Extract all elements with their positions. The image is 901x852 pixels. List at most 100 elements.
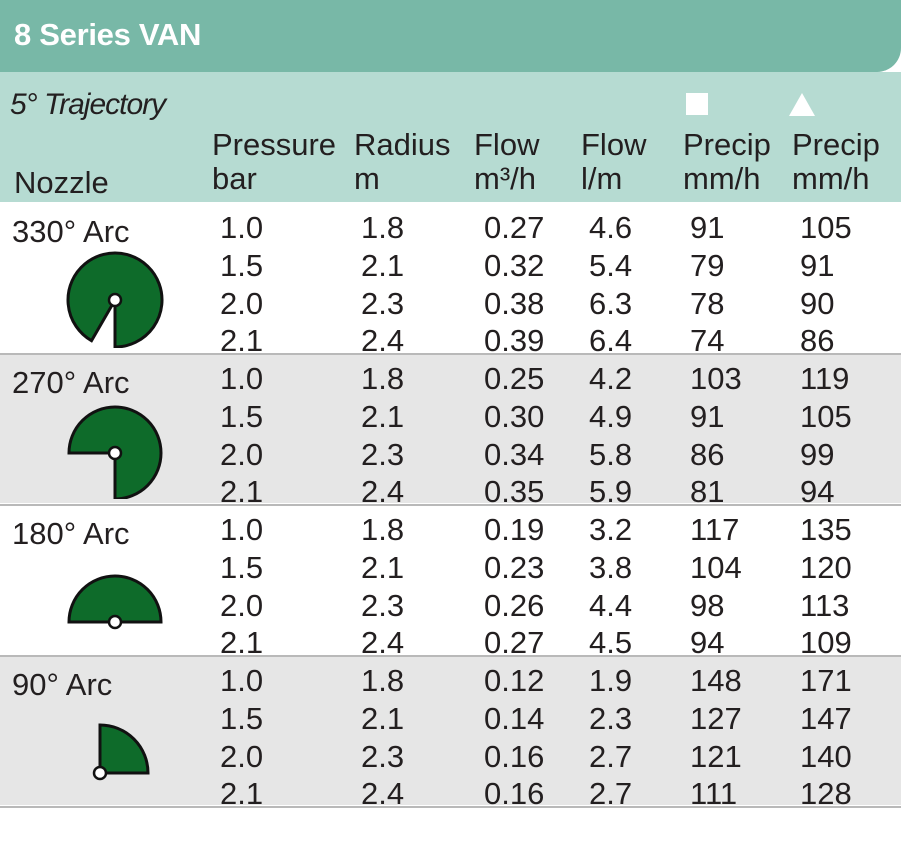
cell-pressure: 2.1 (220, 474, 264, 509)
table-row: 1.0 1.8 0.12 1.9 148 171 (0, 659, 901, 698)
header-precip-square-unit: mm/h (683, 161, 761, 196)
cell-flow-lm: 6.4 (589, 323, 633, 358)
cell-flow-m3h: 0.12 (484, 663, 545, 698)
cell-radius: 2.3 (361, 739, 405, 774)
square-icon (686, 93, 708, 115)
arc-group: 330° Arc 1.0 1.8 0.27 4.6 91 105 1.5 2.1 0.32 5.4 7… (0, 202, 901, 358)
trajectory-label: 5° Trajectory (10, 88, 166, 121)
cell-flow-lm: 4.2 (589, 361, 633, 396)
cell-flow-lm: 6.3 (589, 286, 633, 321)
cell-flow-lm: 5.8 (589, 437, 633, 472)
cell-pressure: 2.0 (220, 739, 264, 774)
arc-label: 330° Arc (12, 214, 130, 249)
header-precip-square: Precip mm/h (683, 128, 771, 196)
group-separator (0, 353, 901, 355)
cell-radius: 2.1 (361, 550, 405, 585)
table-row: 2.0 2.3 0.34 5.8 86 99 (0, 433, 901, 472)
arc-shape (67, 574, 163, 624)
cell-flow-lm: 3.2 (589, 512, 633, 547)
cell-radius: 2.3 (361, 588, 405, 623)
table-bottom-border (0, 806, 901, 808)
cell-pressure: 2.1 (220, 776, 264, 811)
nozzle-center (107, 614, 123, 630)
cell-radius: 2.4 (361, 625, 405, 660)
arc-shape (98, 723, 150, 775)
table-row: 1.5 2.1 0.23 3.8 104 120 (0, 546, 901, 585)
table-row: 2.1 2.4 0.27 4.5 94 109 (0, 621, 901, 660)
header-precip-square-label: Precip (683, 127, 771, 162)
cell-flow-m3h: 0.32 (484, 248, 545, 283)
header-flow-lm-label: Flow (581, 127, 647, 162)
cell-precip-square: 94 (690, 625, 725, 660)
cell-precip-square: 148 (690, 663, 742, 698)
cell-precip-triangle: 140 (800, 739, 852, 774)
arc-label: 90° Arc (12, 667, 113, 702)
cell-precip-triangle: 128 (800, 776, 852, 811)
cell-precip-triangle: 113 (800, 588, 850, 623)
table-row: 1.5 2.1 0.30 4.9 91 105 (0, 395, 901, 434)
cell-radius: 2.3 (361, 437, 405, 472)
cell-precip-triangle: 94 (800, 474, 835, 509)
cell-precip-triangle: 171 (800, 663, 852, 698)
arc-330-icon (56, 248, 166, 353)
header-pressure: Pressure bar (212, 128, 336, 196)
cell-precip-square: 91 (690, 210, 725, 245)
header-flow-m3h-label: Flow (474, 127, 540, 162)
cell-radius: 1.8 (361, 512, 405, 547)
table-row: 2.0 2.3 0.38 6.3 78 90 (0, 282, 901, 321)
arc-label: 270° Arc (12, 365, 130, 400)
cell-precip-square: 104 (690, 550, 742, 585)
group-separator (0, 504, 901, 506)
cell-precip-square: 79 (690, 248, 725, 283)
cell-radius: 2.1 (361, 248, 405, 283)
cell-precip-square: 86 (690, 437, 725, 472)
group-separator (0, 655, 901, 657)
cell-radius: 2.3 (361, 286, 405, 321)
arc-label: 180° Arc (12, 516, 130, 551)
cell-pressure: 2.1 (220, 323, 264, 358)
cell-precip-square: 78 (690, 286, 725, 321)
cell-pressure: 1.0 (220, 663, 264, 698)
cell-precip-square: 91 (690, 399, 725, 434)
cell-flow-lm: 3.8 (589, 550, 633, 585)
cell-flow-lm: 5.9 (589, 474, 633, 509)
cell-precip-square: 111 (690, 776, 738, 811)
arc-group: 90° Arc 1.0 1.8 0.12 1.9 148 171 1.5 2.1 0.14 2.3 1… (0, 655, 901, 811)
table-row: 2.0 2.3 0.26 4.4 98 113 (0, 584, 901, 623)
header-radius-unit: m (354, 161, 380, 196)
cell-flow-lm: 4.9 (589, 399, 633, 434)
cell-pressure: 1.5 (220, 399, 264, 434)
cell-radius: 2.4 (361, 474, 405, 509)
header-precip-triangle-unit: mm/h (792, 161, 870, 196)
cell-flow-lm: 4.4 (589, 588, 633, 623)
table-row: 1.0 1.8 0.19 3.2 117 135 (0, 508, 901, 547)
cell-precip-triangle: 91 (800, 248, 835, 283)
cell-precip-triangle: 119 (800, 361, 850, 396)
table-row: 1.5 2.1 0.32 5.4 79 91 (0, 244, 901, 283)
title-bar: 8 Series VAN (0, 0, 901, 72)
cell-radius: 2.1 (361, 399, 405, 434)
cell-flow-lm: 4.5 (589, 625, 633, 660)
cell-flow-m3h: 0.27 (484, 210, 545, 245)
table-row: 2.0 2.3 0.16 2.7 121 140 (0, 735, 901, 774)
arc-group: 270° Arc 1.0 1.8 0.25 4.2 103 119 1.5 2.1 0.30 4.9… (0, 353, 901, 509)
cell-pressure: 2.0 (220, 437, 264, 472)
cell-precip-triangle: 105 (800, 210, 852, 245)
header-nozzle: Nozzle (14, 165, 109, 200)
cell-flow-lm: 2.3 (589, 701, 633, 736)
cell-precip-square: 127 (690, 701, 742, 736)
cell-precip-square: 121 (690, 739, 742, 774)
table-header: 5° Trajectory Nozzle Pressure bar Radius… (0, 72, 901, 202)
cell-precip-square: 81 (690, 474, 725, 509)
arc-group: 180° Arc 1.0 1.8 0.19 3.2 117 135 1.5 2.1 0.23 3.8… (0, 504, 901, 660)
cell-flow-m3h: 0.16 (484, 739, 545, 774)
table-row: 1.5 2.1 0.14 2.3 127 147 (0, 697, 901, 736)
cell-pressure: 1.5 (220, 701, 264, 736)
cell-radius: 2.4 (361, 323, 405, 358)
cell-precip-square: 98 (690, 588, 725, 623)
table-row: 1.0 1.8 0.25 4.2 103 119 (0, 357, 901, 396)
header-pressure-unit: bar (212, 161, 257, 196)
header-pressure-label: Pressure (212, 127, 337, 162)
table-row: 2.1 2.4 0.35 5.9 81 94 (0, 470, 901, 509)
arc-270-icon (56, 399, 166, 504)
